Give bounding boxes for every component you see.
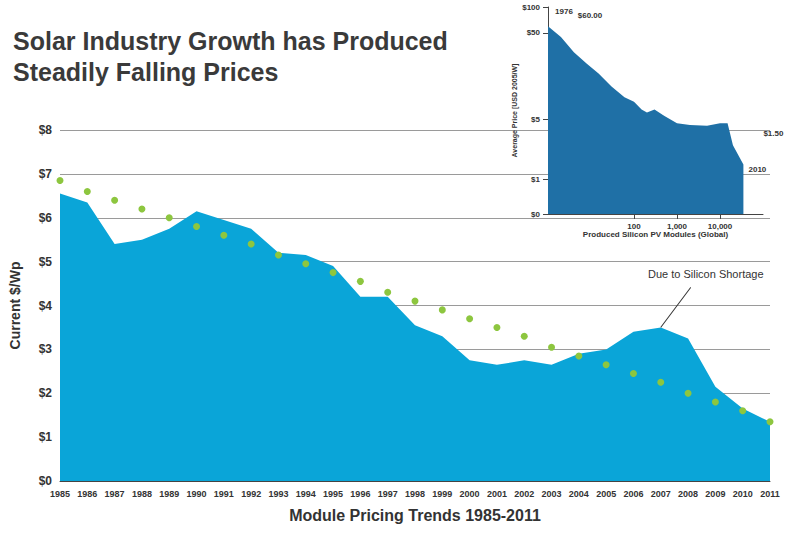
svg-text:10,000: 10,000 xyxy=(708,222,733,231)
svg-text:$5: $5 xyxy=(531,115,540,124)
svg-text:Steadily Falling Prices: Steadily Falling Prices xyxy=(13,58,278,86)
svg-text:$8: $8 xyxy=(39,123,53,137)
svg-text:1992: 1992 xyxy=(241,489,261,499)
svg-text:2003: 2003 xyxy=(542,489,562,499)
svg-text:1994: 1994 xyxy=(296,489,316,499)
svg-text:$2: $2 xyxy=(39,386,53,400)
svg-text:1990: 1990 xyxy=(187,489,207,499)
svg-text:Solar Industry Growth has Prod: Solar Industry Growth has Produced xyxy=(13,27,448,55)
svg-text:Produced Silicon PV Modules (G: Produced Silicon PV Modules (Global) xyxy=(583,230,729,239)
svg-text:$0: $0 xyxy=(531,210,540,219)
svg-text:2010: 2010 xyxy=(733,489,753,499)
svg-text:2002: 2002 xyxy=(514,489,534,499)
svg-text:$1: $1 xyxy=(39,430,53,444)
svg-text:$1.50: $1.50 xyxy=(763,129,784,138)
svg-text:1996: 1996 xyxy=(350,489,370,499)
svg-text:2007: 2007 xyxy=(651,489,671,499)
svg-text:1991: 1991 xyxy=(214,489,234,499)
svg-text:2004: 2004 xyxy=(569,489,589,499)
svg-text:2001: 2001 xyxy=(487,489,507,499)
svg-text:2011: 2011 xyxy=(760,489,780,499)
svg-text:$0: $0 xyxy=(39,474,53,488)
svg-text:Due to Silicon Shortage: Due to Silicon Shortage xyxy=(648,268,764,280)
svg-text:$1: $1 xyxy=(531,175,540,184)
svg-text:$5: $5 xyxy=(39,255,53,269)
svg-text:1998: 1998 xyxy=(405,489,425,499)
svg-text:2008: 2008 xyxy=(678,489,698,499)
svg-text:2006: 2006 xyxy=(623,489,643,499)
svg-text:$100: $100 xyxy=(522,3,540,12)
svg-text:Current $/Wp: Current $/Wp xyxy=(7,262,23,350)
svg-text:$7: $7 xyxy=(39,167,53,181)
svg-text:1999: 1999 xyxy=(432,489,452,499)
svg-text:1995: 1995 xyxy=(323,489,343,499)
svg-text:1993: 1993 xyxy=(268,489,288,499)
svg-text:1989: 1989 xyxy=(159,489,179,499)
svg-text:1987: 1987 xyxy=(105,489,125,499)
svg-text:Average Price [USD 2005/W]: Average Price [USD 2005/W] xyxy=(511,64,519,158)
svg-text:100: 100 xyxy=(627,222,641,231)
svg-text:1986: 1986 xyxy=(77,489,97,499)
svg-text:$60.00: $60.00 xyxy=(578,11,603,20)
svg-text:1976: 1976 xyxy=(555,7,573,16)
svg-text:$50: $50 xyxy=(527,28,541,37)
svg-text:$4: $4 xyxy=(39,299,53,313)
svg-text:1,000: 1,000 xyxy=(667,222,688,231)
svg-text:2010: 2010 xyxy=(748,165,766,174)
svg-text:$6: $6 xyxy=(39,211,53,225)
svg-text:2009: 2009 xyxy=(705,489,725,499)
svg-text:1985: 1985 xyxy=(50,489,70,499)
svg-text:2005: 2005 xyxy=(596,489,616,499)
svg-text:1988: 1988 xyxy=(132,489,152,499)
svg-text:Module Pricing Trends 1985-201: Module Pricing Trends 1985-2011 xyxy=(289,507,541,524)
svg-text:1997: 1997 xyxy=(378,489,398,499)
svg-text:$3: $3 xyxy=(39,342,53,356)
svg-text:2000: 2000 xyxy=(460,489,480,499)
